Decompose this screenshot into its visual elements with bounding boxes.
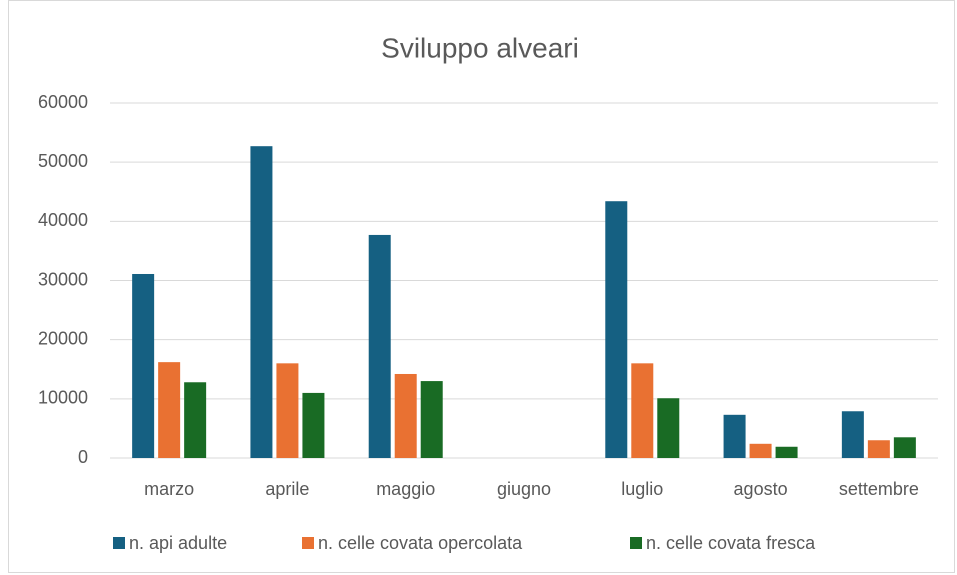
bar [631, 363, 654, 458]
y-tick-label: 20000 [38, 328, 88, 348]
x-tick-label: maggio [376, 479, 435, 499]
legend-swatch [302, 537, 314, 549]
y-tick-label: 0 [78, 447, 88, 467]
bar [132, 273, 155, 458]
chart-border [8, 0, 955, 573]
bar [368, 234, 391, 458]
x-tick-label: giugno [497, 479, 551, 499]
legend-swatch [113, 537, 125, 549]
bar [420, 381, 443, 458]
y-tick-label: 50000 [38, 151, 88, 171]
bar [749, 443, 772, 458]
x-tick-label: settembre [839, 479, 919, 499]
legend-label: n. celle covata fresca [646, 533, 816, 553]
y-tick-label: 40000 [38, 210, 88, 230]
x-tick-label: marzo [144, 479, 194, 499]
x-tick-label: luglio [621, 479, 663, 499]
bar [657, 398, 680, 458]
y-tick-label: 10000 [38, 388, 88, 408]
y-tick-label: 60000 [38, 92, 88, 112]
x-tick-label: aprile [265, 479, 309, 499]
bar [605, 201, 628, 458]
bar [775, 446, 798, 458]
bar [276, 363, 299, 458]
legend-label: n. api adulte [129, 533, 227, 553]
bar [867, 440, 890, 458]
chart-title: Sviluppo alveari [381, 32, 579, 63]
bar [250, 146, 273, 459]
bar [841, 411, 864, 458]
legend-swatch [630, 537, 642, 549]
bar [158, 362, 181, 458]
x-tick-label: agosto [734, 479, 788, 499]
legend-label: n. celle covata opercolata [318, 533, 523, 553]
bar [394, 373, 417, 458]
bar [723, 414, 746, 458]
bar [302, 392, 325, 458]
y-tick-label: 30000 [38, 269, 88, 289]
bar [184, 382, 207, 458]
bar [893, 437, 916, 458]
